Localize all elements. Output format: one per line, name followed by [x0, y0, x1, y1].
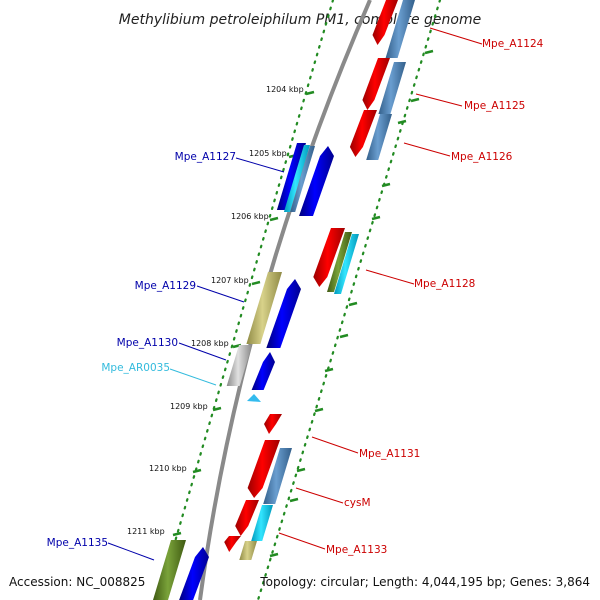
- gene-block-mpe-a1130[interactable]: [251, 352, 275, 390]
- gene-block-mpe-a1127-b[interactable]: [299, 146, 334, 216]
- gene-label-mpe-a1128[interactable]: Mpe_A1128: [414, 278, 475, 290]
- gene-label-mpe-a1133[interactable]: Mpe_A1133: [326, 544, 387, 556]
- outer-scale-ring: [256, 0, 442, 600]
- leader-mpe-a1125: [415, 93, 463, 107]
- gene-block-small-red[interactable]: [264, 414, 282, 434]
- outer-tick-mark: [371, 215, 381, 221]
- gene-label-mpe-a1126[interactable]: Mpe_A1126: [451, 151, 513, 163]
- leader-mpe-a1124: [429, 27, 483, 45]
- tick-label-1206: 1206 kbp: [231, 212, 269, 221]
- leader-mpe-a1126: [403, 142, 451, 157]
- outer-tick-mark: [296, 467, 306, 473]
- topology-text: Topology: circular; Length: 4,044,195 bp…: [259, 575, 590, 589]
- gene-block-mpe-a1128[interactable]: [313, 228, 345, 287]
- outer-tick-mark: [269, 552, 279, 558]
- gene-block-mpe-a1124-adjacent[interactable]: [385, 0, 415, 58]
- gene-block-mpe-a1130-gray[interactable]: [226, 345, 252, 386]
- gene-block-mpe-a1124[interactable]: [372, 0, 399, 45]
- outer-tick-mark: [381, 182, 391, 188]
- tick-label-1205: 1205 kbp: [249, 149, 287, 158]
- kbp-tick-mark: [212, 406, 222, 412]
- gene-block-mpe-a1129[interactable]: [266, 279, 301, 348]
- gene-label-mpe-a1135[interactable]: Mpe_A1135: [47, 537, 108, 549]
- accession-text: Accession: NC_008825: [9, 575, 145, 589]
- gene-label-mpe-a1130[interactable]: Mpe_A1130: [117, 337, 178, 349]
- gene-block-mpe-a1125[interactable]: [362, 58, 390, 110]
- gene-block-mpe-a1127-cyan[interactable]: [283, 145, 310, 212]
- gene-label-mpe-a1124[interactable]: Mpe_A1124: [482, 38, 544, 50]
- kbp-tick-mark: [269, 216, 279, 222]
- gene-block-mpe-a1126-adjacent[interactable]: [366, 114, 392, 160]
- gene-leader-lines: [107, 27, 483, 561]
- gene-label-cysm[interactable]: cysM: [344, 497, 371, 509]
- kbp-tick-mark: [192, 468, 202, 474]
- leader-mpe-a1129: [196, 285, 245, 303]
- gene-block-mpe-a1135[interactable]: [179, 547, 209, 600]
- leader-mpe-a1135: [107, 542, 155, 561]
- gene-block-mpe-ar0035[interactable]: [247, 394, 261, 402]
- outer-tick-mark: [289, 497, 299, 503]
- tick-label-1211: 1211 kbp: [127, 527, 165, 536]
- scale-rings: [156, 0, 442, 600]
- gene-block-mpe-a1129-olive[interactable]: [246, 272, 282, 344]
- gene-label-mpe-a1131[interactable]: Mpe_A1131: [359, 448, 420, 460]
- leader-mpe-ar0035: [169, 368, 217, 386]
- leader-cysm: [295, 487, 344, 504]
- tick-label-1208: 1208 kbp: [191, 339, 229, 348]
- kbp-tick-mark: [305, 90, 315, 96]
- tick-label-1204: 1204 kbp: [266, 85, 304, 94]
- gene-block-cysm-cyan[interactable]: [251, 505, 273, 541]
- outer-tick-mark: [324, 367, 334, 373]
- gene-block-mpe-a1128-olive[interactable]: [327, 232, 352, 292]
- gene-label-mpe-ar0035[interactable]: Mpe_AR0035: [101, 362, 170, 374]
- gene-label-mpe-a1129[interactable]: Mpe_A1129: [135, 280, 196, 292]
- scale-tick-labels: 1204 kbp 1205 kbp 1206 kbp 1207 kbp 1208…: [127, 85, 304, 536]
- gene-block-mpe-a1126[interactable]: [349, 110, 377, 157]
- outer-tick-mark: [314, 407, 324, 413]
- gene-features: [153, 0, 415, 600]
- gene-block-cysm[interactable]: [235, 500, 259, 536]
- outer-tick-mark: [339, 333, 349, 339]
- inner-scale-ring: [156, 0, 335, 600]
- leader-mpe-a1133: [278, 532, 326, 550]
- gene-block-mpe-a1133-olive[interactable]: [239, 541, 257, 560]
- tick-label-1210: 1210 kbp: [149, 464, 187, 473]
- gene-label-mpe-a1125[interactable]: Mpe_A1125: [464, 100, 525, 112]
- outer-tick-mark: [424, 49, 434, 55]
- map-title: Methylibium petroleiphilum PM1, complete…: [119, 12, 481, 28]
- leader-mpe-a1130: [178, 342, 227, 361]
- gene-block-cysm-adjacent[interactable]: [263, 448, 292, 504]
- leader-mpe-a1131: [311, 436, 359, 454]
- kbp-tick-mark: [251, 280, 261, 286]
- gene-block-mpe-a1133[interactable]: [224, 536, 241, 552]
- gene-block-mpe-a1125-adjacent[interactable]: [378, 62, 406, 114]
- gene-label-mpe-a1127[interactable]: Mpe_A1127: [175, 151, 236, 163]
- gene-block-mpe-a1127[interactable]: [276, 143, 306, 210]
- gene-block-mpe-a1128-cyan[interactable]: [334, 234, 359, 294]
- tick-label-1209: 1209 kbp: [170, 402, 208, 411]
- kbp-tick-mark: [172, 531, 182, 537]
- tick-label-1207: 1207 kbp: [211, 276, 249, 285]
- leader-mpe-a1128: [365, 269, 415, 285]
- gene-labels: Mpe_A1124 Mpe_A1125 Mpe_A1126 Mpe_A1128 …: [47, 38, 544, 556]
- gene-block-mpe-a1135-olive[interactable]: [153, 540, 186, 600]
- outer-tick-mark: [348, 301, 358, 307]
- gene-block-mpe-a1131[interactable]: [247, 440, 280, 498]
- outer-tick-mark: [397, 119, 407, 125]
- gene-block-mpe-a1127-strip[interactable]: [290, 146, 315, 212]
- outer-tick-mark: [410, 97, 420, 103]
- leader-mpe-a1127: [235, 157, 285, 173]
